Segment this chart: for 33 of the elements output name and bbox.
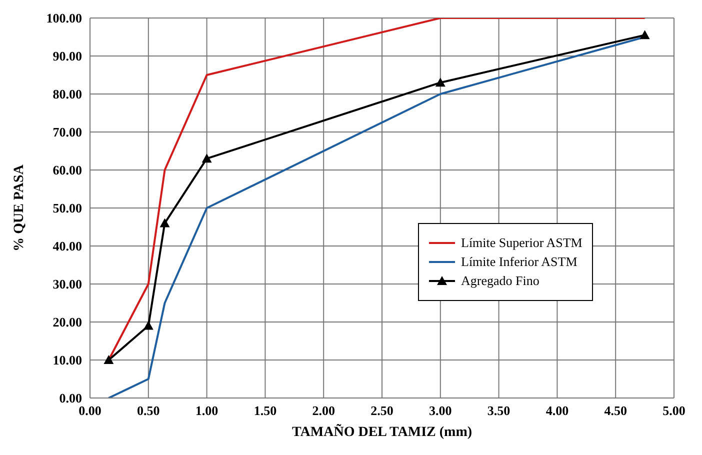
y-axis-title: % QUE PASA	[12, 164, 27, 252]
y-tick-label: 100.00	[46, 10, 82, 26]
x-tick-label: 3.00	[429, 403, 452, 418]
x-tick-label: 1.00	[195, 403, 218, 418]
point	[143, 320, 154, 330]
y-tick-label: 30.00	[52, 276, 82, 292]
x-tick-label: 2.00	[312, 403, 335, 418]
y-tick-label: 50.00	[52, 200, 82, 216]
x-tick-label: 4.50	[604, 403, 627, 418]
y-tick-label: 20.00	[52, 314, 82, 330]
y-tick-label: 70.00	[52, 124, 82, 140]
x-tick-label: 4.00	[546, 403, 569, 418]
point	[202, 154, 212, 163]
point	[435, 78, 446, 87]
y-tick-label: 80.00	[52, 86, 82, 102]
x-tick-label: 0.00	[78, 403, 102, 418]
point	[160, 218, 170, 228]
legend-label: Límite Inferior ASTM	[461, 254, 578, 270]
y-tick-label: 0.00	[59, 390, 82, 406]
legend-label: Límite Superior ASTM	[461, 235, 582, 251]
point	[640, 30, 650, 40]
x-tick-label: 0.50	[137, 403, 160, 418]
x-tick-label: 3.50	[487, 403, 510, 418]
x-axis-title: TAMAÑO DEL TAMIZ (mm)	[292, 423, 472, 440]
y-tick-label: 60.00	[52, 162, 82, 178]
x-tick-label: 5.00	[662, 403, 686, 418]
y-tick-label: 90.00	[52, 48, 82, 64]
point	[104, 355, 114, 364]
y-tick-label: 40.00	[52, 238, 82, 254]
x-tick-label: 2.50	[370, 403, 394, 418]
x-tick-label: 1.50	[254, 403, 277, 418]
legend-label: Agregado Fino	[461, 273, 540, 289]
y-tick-label: 10.00	[52, 352, 82, 368]
